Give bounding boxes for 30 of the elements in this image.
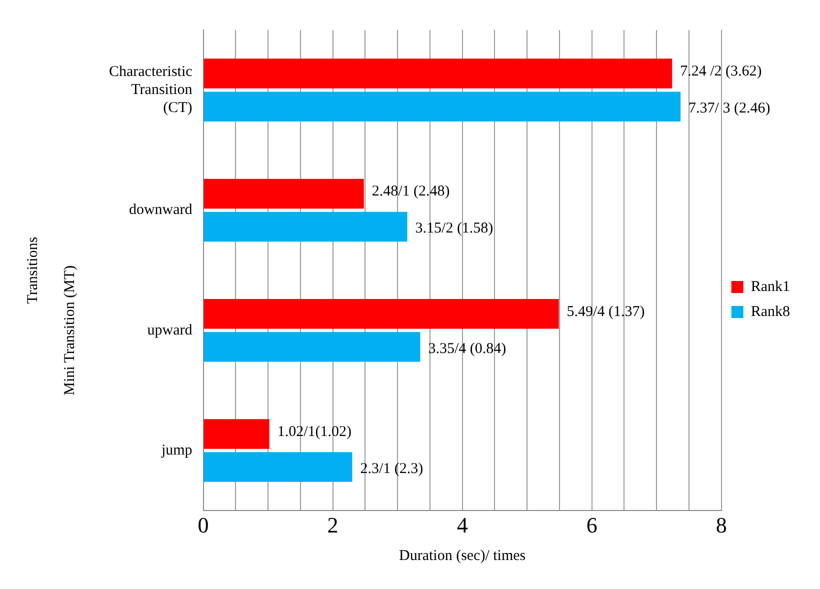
y-tick-label: downward bbox=[128, 202, 193, 218]
bar bbox=[204, 178, 364, 209]
y-tick-label: jump bbox=[160, 442, 192, 458]
data-label: 5.49/4 (1.37) bbox=[566, 304, 645, 320]
bar bbox=[204, 58, 672, 88]
y-tick-label: upward bbox=[147, 322, 193, 338]
x-tick-label: 4 bbox=[456, 512, 468, 538]
bar bbox=[204, 92, 681, 122]
data-label: 3.35/4 (0.84) bbox=[428, 340, 506, 357]
bar bbox=[204, 332, 420, 362]
text: Mini Transition (MT) bbox=[62, 265, 78, 396]
bar bbox=[204, 298, 559, 329]
data-label: 3.15/2 (1.58) bbox=[415, 220, 494, 237]
x-tick-label: 6 bbox=[586, 512, 598, 538]
x-tick-label: 8 bbox=[716, 512, 727, 538]
legend-label: Rank8 bbox=[750, 304, 790, 320]
bar bbox=[204, 212, 408, 242]
bar bbox=[204, 419, 270, 449]
data-label: 7.24 /2 (3.62) bbox=[680, 63, 762, 80]
y-tick-label: Characteristic Transition (CT) bbox=[108, 64, 193, 116]
data-label: 7.37/ 3 (2.46) bbox=[688, 100, 770, 117]
x-axis-title: Duration (sec)/ times bbox=[398, 548, 526, 564]
bar bbox=[204, 452, 352, 482]
legend-label: Rank1 bbox=[750, 278, 790, 295]
x-tick-label: 2 bbox=[327, 512, 338, 538]
y-axis-title: Transitions bbox=[24, 236, 41, 304]
data-label: 2.48/1 (2.48) bbox=[372, 184, 450, 200]
x-tick-label: 0 bbox=[198, 512, 209, 538]
data-label: 1.02/1(1.02) bbox=[277, 424, 352, 440]
data-label: 2.3/1 (2.3) bbox=[360, 460, 424, 477]
